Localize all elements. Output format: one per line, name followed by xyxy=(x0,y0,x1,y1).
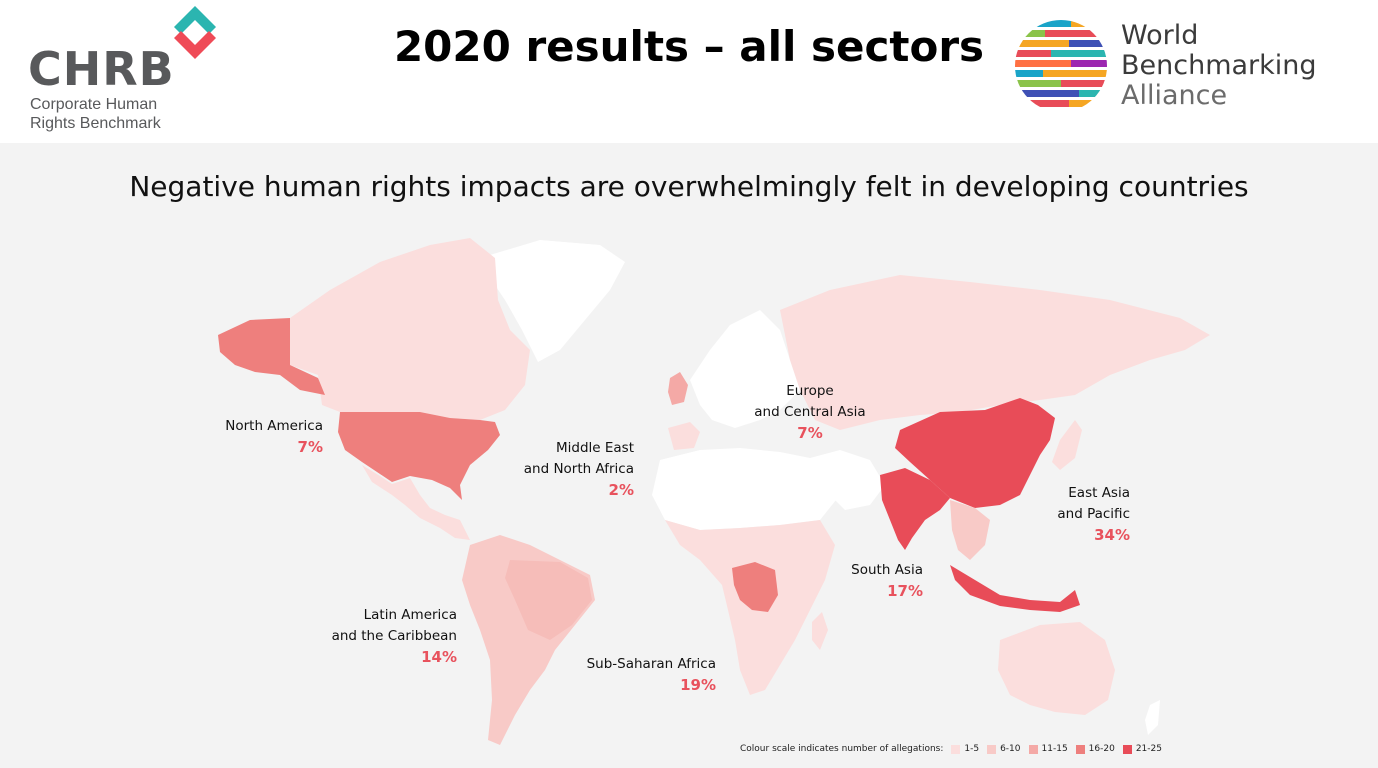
region-pct: 2% xyxy=(608,481,634,499)
chrb-subtitle-line1: Corporate Human xyxy=(30,96,158,113)
madagascar-shape xyxy=(812,612,828,650)
region-pct: 7% xyxy=(797,424,823,442)
colour-scale-legend: Colour scale indicates number of allegat… xyxy=(740,744,1162,754)
usa-shape xyxy=(338,412,500,500)
legend-label-4: 16-20 xyxy=(1088,744,1115,754)
region-pct: 34% xyxy=(1094,526,1130,544)
region-label-europe-central-asia: Europe and Central Asia 7% xyxy=(690,381,930,444)
region-name-line2: and Central Asia xyxy=(754,404,866,420)
wba-name-line3: Alliance xyxy=(1121,80,1228,111)
legend-swatch-1 xyxy=(951,744,961,754)
wba-name-line2: Benchmarking xyxy=(1121,50,1317,81)
legend-swatch-5 xyxy=(1122,744,1132,754)
legend-label-3: 11-15 xyxy=(1041,744,1068,754)
region-label-east-asia-pacific: East Asia and Pacific 34% xyxy=(1057,483,1130,546)
russia-shape xyxy=(780,275,1210,430)
region-label-sub-saharan-africa: Sub-Saharan Africa 19% xyxy=(587,654,716,696)
region-pct: 19% xyxy=(680,676,716,694)
chrb-logo: CHRB Corporate Human Rights Benchmark xyxy=(28,6,228,136)
region-label-south-asia: South Asia 17% xyxy=(851,560,923,602)
legend-label-2: 6-10 xyxy=(1000,744,1021,754)
region-name-line2: and Pacific xyxy=(1057,506,1130,522)
region-label-middle-east-north-africa: Middle East and North Africa 2% xyxy=(524,438,634,501)
chrb-name: CHRB xyxy=(28,42,175,96)
southeast-asia-shape xyxy=(950,500,990,560)
slide-title: 2020 results – all sectors xyxy=(393,22,985,71)
slide-header xyxy=(0,0,1378,143)
mexico-shape xyxy=(362,465,470,540)
legend-label-1: 1-5 xyxy=(964,744,980,754)
region-name: East Asia xyxy=(1068,485,1130,501)
region-pct: 14% xyxy=(421,648,457,666)
brazil-shape xyxy=(505,560,592,640)
japan-shape xyxy=(1052,420,1082,470)
region-name: North America xyxy=(225,418,323,434)
wba-logo: World Benchmarking Alliance xyxy=(1015,18,1355,118)
india-shape xyxy=(880,468,950,550)
legend-swatch-2 xyxy=(987,744,997,754)
region-name: Europe xyxy=(786,383,834,399)
drc-shape xyxy=(732,562,778,612)
region-name-line2: and the Caribbean xyxy=(331,628,457,644)
canada-shape xyxy=(290,238,530,420)
middle-east-shape xyxy=(810,450,885,510)
legend-caption: Colour scale indicates number of allegat… xyxy=(740,744,944,754)
indonesia-shape xyxy=(950,565,1080,612)
world-map xyxy=(218,238,1210,745)
chrb-subtitle-line2: Rights Benchmark xyxy=(30,115,161,132)
legend-swatch-3 xyxy=(1028,744,1038,754)
legend-label-5: 21-25 xyxy=(1135,744,1162,754)
new-zealand-shape xyxy=(1145,700,1160,735)
australia-shape xyxy=(998,622,1115,715)
region-pct: 17% xyxy=(887,582,923,600)
region-label-latin-america-caribbean: Latin America and the Caribbean 14% xyxy=(332,605,457,668)
legend-swatch-4 xyxy=(1075,744,1085,754)
region-pct: 7% xyxy=(297,438,323,456)
greenland-shape xyxy=(488,240,625,362)
region-name-line2: and North Africa xyxy=(523,461,634,477)
china-shape xyxy=(895,398,1055,508)
chrb-diamond-icon xyxy=(174,6,216,59)
region-name: Middle East xyxy=(555,440,634,456)
region-name: South Asia xyxy=(851,562,923,578)
uk-shape xyxy=(668,372,688,405)
region-label-north-america: North America 7% xyxy=(225,416,323,458)
europe-shape xyxy=(690,310,800,428)
map-subtitle: Negative human rights impacts are overwh… xyxy=(129,170,1249,203)
wba-name-line1: World xyxy=(1121,20,1199,51)
iberia-shape xyxy=(668,422,700,450)
region-name: Sub-Saharan Africa xyxy=(586,656,716,672)
region-name: Latin America xyxy=(363,607,457,623)
north-africa-shape xyxy=(652,448,840,530)
wba-globe-icon xyxy=(1015,20,1107,107)
alaska-shape xyxy=(218,318,325,395)
